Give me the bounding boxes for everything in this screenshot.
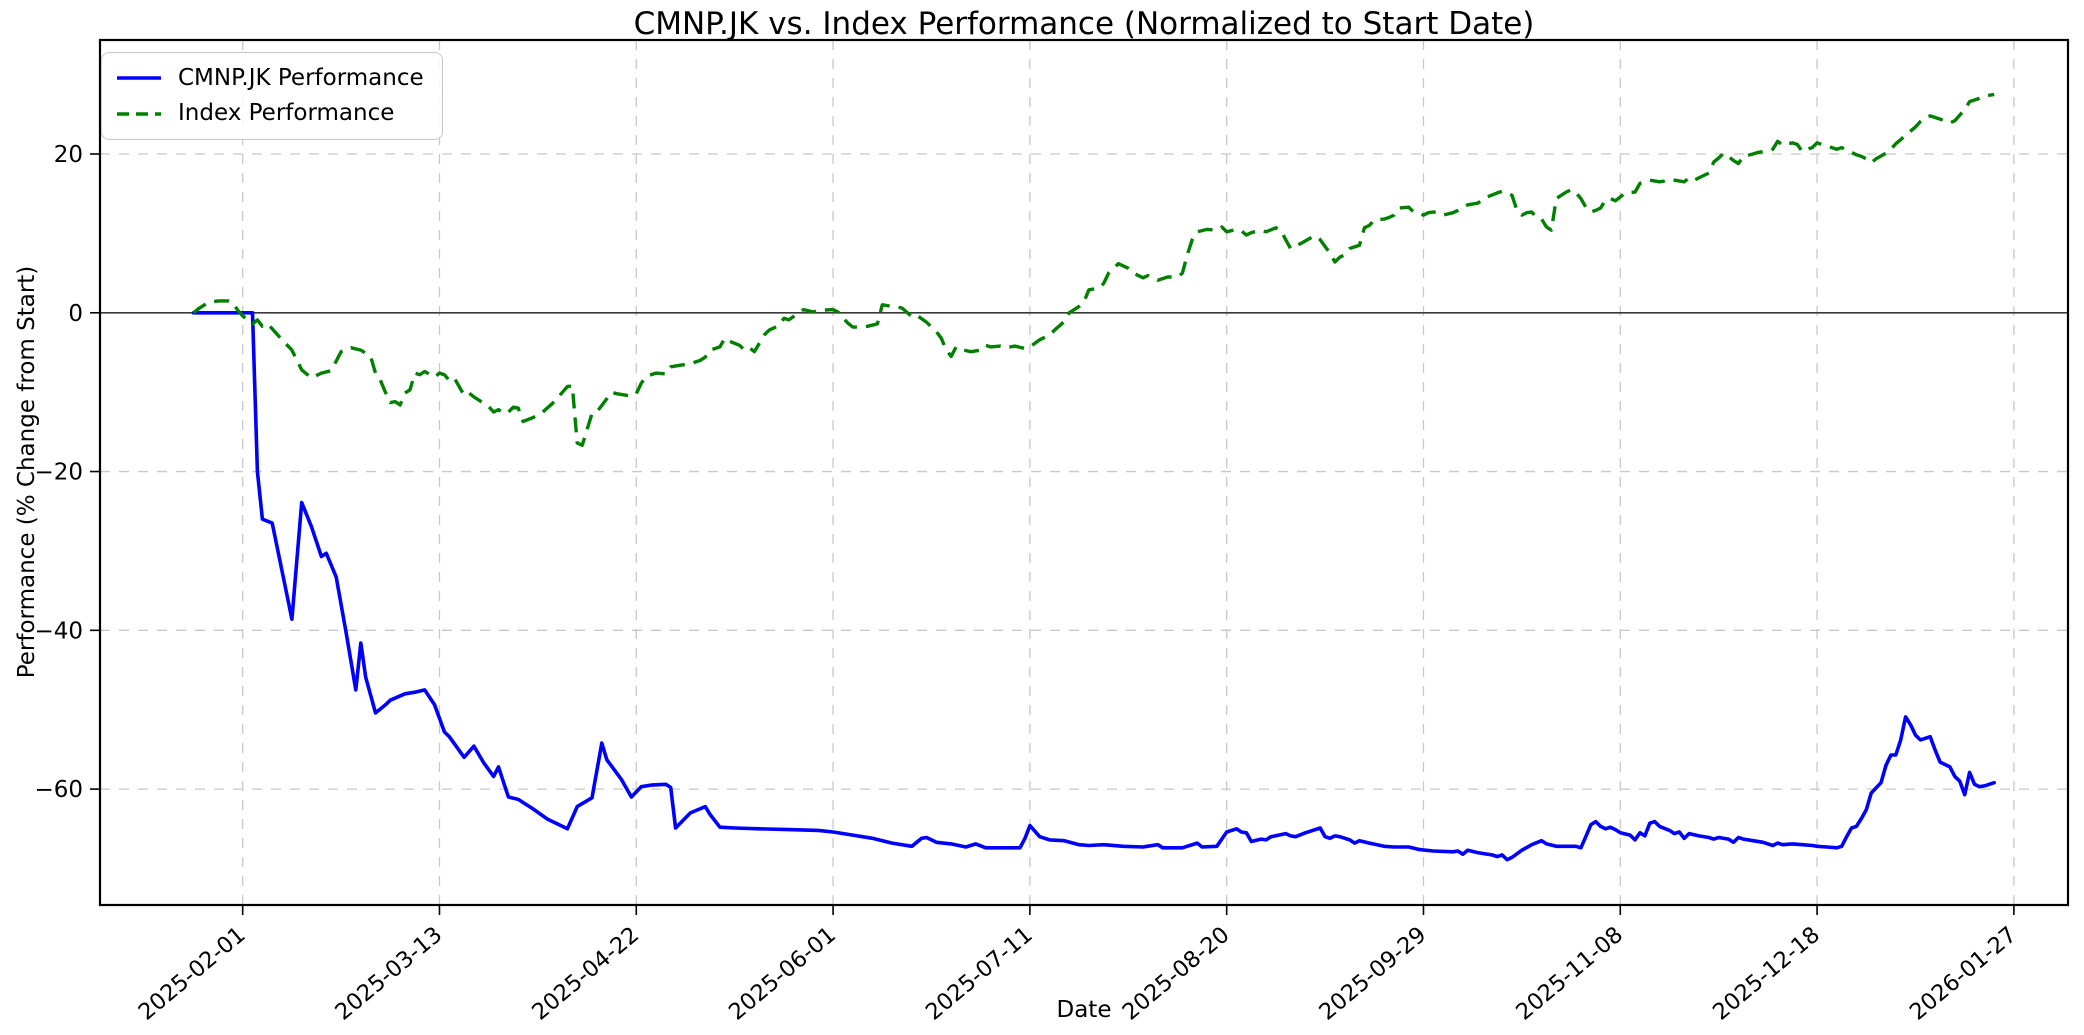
- legend-item-cmnp: CMNP.JK Performance: [115, 65, 424, 91]
- index-line-sample-icon: [117, 111, 161, 116]
- legend: CMNP.JK Performance Index Performance: [101, 52, 443, 140]
- chart-title: CMNP.JK vs. Index Performance (Normalize…: [633, 6, 1535, 42]
- cmnp-line-sample-icon: [117, 76, 161, 81]
- svg-text:−60: −60: [34, 777, 83, 803]
- svg-text:−40: −40: [34, 618, 83, 644]
- svg-text:0: 0: [68, 301, 83, 327]
- legend-label-index: Index Performance: [178, 100, 395, 127]
- svg-text:−20: −20: [34, 460, 83, 486]
- axis-tick-marks: [90, 153, 2015, 915]
- cmnp-performance-line: [191, 311, 1996, 862]
- svg-text:20: 20: [54, 142, 83, 168]
- plot-border: [98, 38, 2070, 907]
- grid-lines: [100, 40, 2068, 905]
- legend-item-index: Index Performance: [115, 100, 424, 126]
- y-tick-labels: 20 0 −20 −40 −60: [34, 142, 83, 803]
- y-axis-label: Performance (% Change from Start): [14, 265, 40, 679]
- legend-label-cmnp: CMNP.JK Performance: [178, 65, 424, 91]
- x-axis-label: Date: [1056, 997, 1112, 1023]
- index-performance-line: [192, 92, 1995, 447]
